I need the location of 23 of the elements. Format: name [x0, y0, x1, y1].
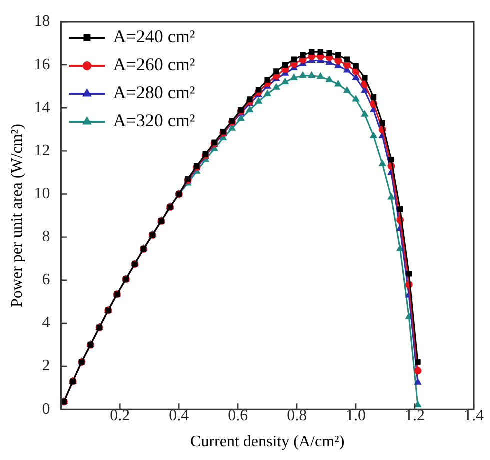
y-tick-label: 10 — [34, 185, 50, 202]
x-tick-label: 1.0 — [346, 407, 366, 424]
legend-label: A=260 cm² — [113, 54, 196, 75]
y-axis-title: Power per unit area (W/cm²) — [8, 124, 26, 308]
y-tick-label: 6 — [42, 272, 50, 289]
y-tick-label: 4 — [42, 314, 50, 332]
x-axis-title: Current density (A/cm²) — [190, 434, 345, 451]
legend-label: A=320 cm² — [113, 110, 196, 131]
x-tick-label: 0.4 — [169, 407, 190, 424]
legend-label: A=240 cm² — [113, 26, 196, 47]
y-tick-label: 14 — [34, 99, 50, 116]
x-tick-label: 0.2 — [110, 407, 130, 424]
y-tick-label: 0 — [42, 400, 50, 418]
y-tick-label: 12 — [34, 142, 50, 160]
y-tick-label: 8 — [42, 228, 50, 246]
y-tick-label: 16 — [34, 56, 50, 74]
legend-label: A=280 cm² — [113, 82, 196, 103]
x-tick-label: 1.2 — [405, 407, 426, 424]
x-tick-label: 1.4 — [464, 407, 484, 424]
x-tick-label: 0.6 — [228, 407, 248, 424]
x-tick-label: 0.8 — [287, 407, 308, 424]
y-tick-label: 2 — [42, 358, 50, 375]
y-tick-label: 18 — [34, 13, 50, 30]
